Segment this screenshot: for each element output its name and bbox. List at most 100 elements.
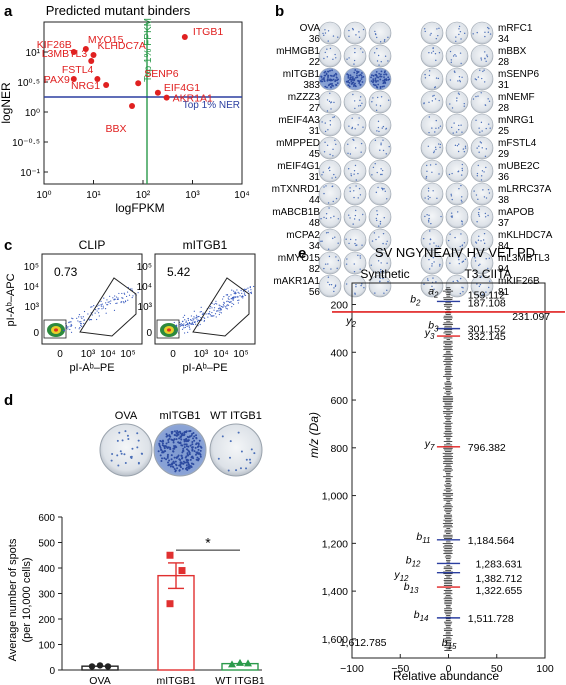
well-spot — [384, 55, 387, 57]
well-spot — [488, 27, 490, 30]
d-well-spot — [164, 445, 167, 448]
d-well-spot — [171, 430, 174, 433]
elispot-well — [368, 182, 392, 206]
flow-xtick-label: 10⁵ — [120, 349, 135, 360]
flow-event — [107, 301, 109, 303]
well-spot — [432, 190, 434, 192]
d-well-spot — [229, 440, 232, 443]
well-spot — [455, 40, 457, 43]
d-well-spot — [174, 460, 177, 463]
well-spot — [472, 33, 474, 35]
well-spot — [329, 169, 331, 172]
well-spot — [376, 171, 378, 174]
well-spot — [384, 190, 386, 192]
flow-event — [80, 320, 82, 323]
flow-event — [137, 292, 139, 294]
flow-event — [236, 289, 238, 291]
well-spot — [458, 128, 460, 131]
well-spot — [423, 283, 425, 286]
flow-ytick-label: 0 — [146, 328, 152, 339]
well-spot — [362, 126, 364, 128]
well-spot — [332, 237, 334, 240]
well-spot — [328, 166, 331, 168]
well-spot — [480, 59, 483, 61]
well-spot — [463, 102, 465, 105]
well-spot — [452, 280, 454, 283]
well-spot — [326, 99, 329, 101]
elispot-well — [470, 44, 494, 68]
d-well-spot — [166, 455, 169, 458]
flow-event — [193, 318, 195, 320]
well-spot — [458, 25, 461, 28]
d-well-spot — [182, 447, 185, 450]
flow-event — [125, 295, 128, 298]
flow-gate-percent: 5.42 — [167, 265, 191, 279]
flow-event — [115, 296, 118, 298]
flow-event — [187, 322, 189, 324]
flow-event — [70, 331, 73, 333]
b-peptide-name: mLRRC37A — [498, 184, 552, 195]
well-spot — [463, 105, 465, 107]
well-spot — [464, 145, 467, 148]
b-spot-count: 56 — [309, 287, 321, 298]
well-spot — [460, 124, 462, 126]
e-ytick-label: 1,600 — [322, 634, 348, 646]
well-spot — [379, 105, 382, 107]
elispot-well — [318, 90, 342, 114]
well-spot — [327, 40, 329, 42]
well-spot — [358, 74, 361, 77]
d-well-spot — [188, 453, 191, 456]
d-well-spot — [177, 454, 180, 457]
d-well-spot — [178, 469, 181, 472]
well-spot — [427, 195, 429, 198]
well-spot — [350, 173, 352, 175]
well-spot — [479, 283, 482, 286]
d-well-spot — [169, 465, 172, 468]
well-spot — [360, 74, 363, 77]
elispot-well — [368, 159, 392, 183]
d-well-spot — [176, 432, 179, 435]
flow-event — [250, 289, 252, 291]
a-point-label: FSTL4 — [62, 64, 94, 76]
d-well-label: OVA — [115, 410, 138, 422]
well-spot — [328, 83, 331, 86]
flow-event — [225, 294, 227, 296]
b-spot-count: 22 — [309, 57, 321, 68]
well-spot — [324, 130, 327, 133]
well-spot — [482, 293, 484, 295]
e-mz-label: 1,184.564 — [468, 535, 515, 547]
well-spot — [370, 76, 372, 79]
well-spot — [380, 75, 383, 78]
well-spot — [484, 58, 486, 60]
well-spot — [351, 76, 354, 78]
flow-event — [213, 315, 215, 317]
well-spot — [356, 74, 358, 77]
a-point-label: NRG1 — [71, 80, 100, 92]
well-spot — [334, 72, 337, 75]
e-ion-label: y7 — [424, 438, 435, 452]
elispot-well — [420, 205, 444, 229]
elispot-well — [368, 90, 392, 114]
well-spot — [483, 196, 486, 198]
well-spot — [479, 141, 481, 143]
b-spot-count: 37 — [498, 218, 510, 229]
e-mz-label: 301.152 — [468, 324, 506, 336]
d-well-spot — [185, 431, 188, 434]
b-spot-count: 84 — [498, 241, 510, 252]
well-spot — [438, 173, 440, 175]
well-spot — [463, 242, 466, 244]
well-spot — [359, 255, 361, 257]
well-spot — [485, 127, 487, 130]
well-spot — [333, 74, 336, 76]
well-spot — [437, 245, 440, 248]
well-spot — [322, 78, 325, 80]
flow-neg-gate — [43, 319, 67, 339]
well-spot — [361, 81, 364, 83]
flow-event — [179, 323, 181, 326]
flow-plot-frame — [41, 253, 143, 345]
flow-ytick-label: 10³ — [25, 302, 40, 313]
b-spot-count: 48 — [309, 218, 321, 229]
a-xtick-label: 10³ — [185, 190, 200, 201]
elispot-well — [318, 205, 342, 229]
b-peptide-name: mRFC1 — [498, 23, 533, 34]
